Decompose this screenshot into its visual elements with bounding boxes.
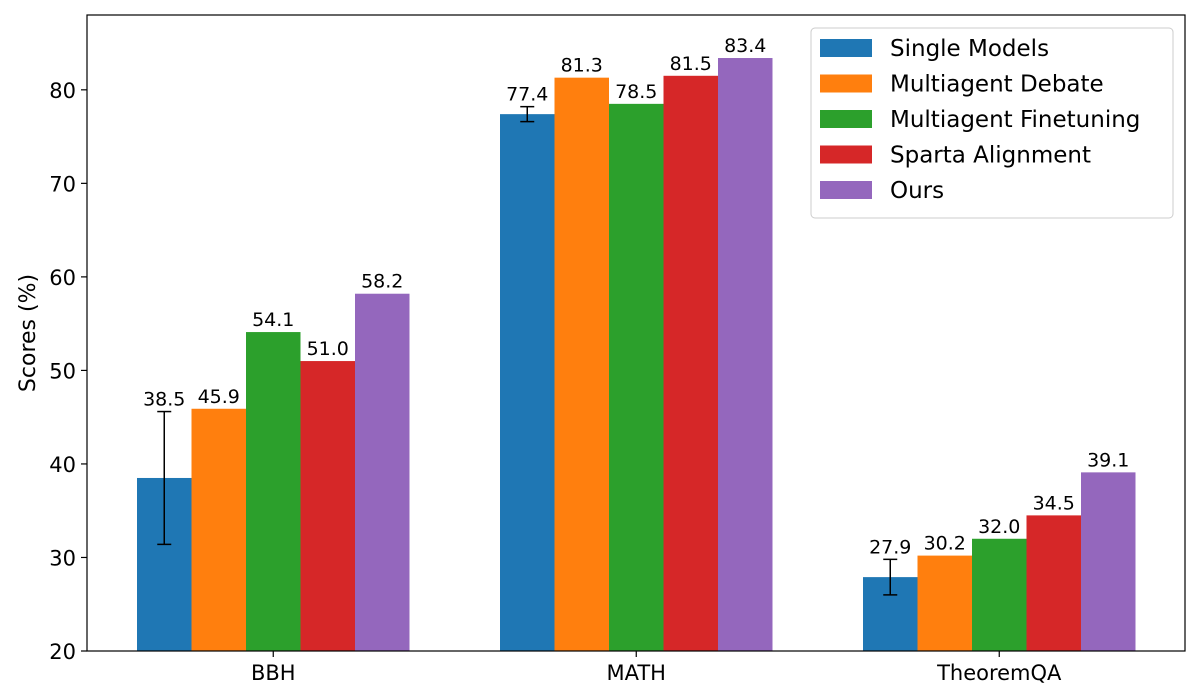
axes-group: 20 30 40 50 60 70 80 BBH MATH TheoremQA (49, 14, 1186, 685)
data-label: 39.1 (1087, 449, 1129, 471)
legend-label: Sparta Alignment (890, 143, 1091, 169)
legend-swatch (820, 39, 872, 57)
x-tick-label: BBH (251, 661, 296, 685)
legend-item: Single Models (820, 36, 1049, 62)
bar-theoremqa-multiagent-debate (917, 555, 972, 651)
y-tick-label: 80 (49, 79, 76, 103)
data-label: 51.0 (307, 338, 349, 360)
bar-theoremqa-multiagent-finetuning (972, 538, 1027, 651)
data-label: 45.9 (198, 386, 240, 408)
y-axis-title: Scores (%) (16, 274, 41, 392)
bar-bbh-multiagent-finetuning (246, 332, 301, 651)
data-label: 34.5 (1033, 492, 1075, 514)
legend-box (810, 27, 1174, 219)
legend-swatch (820, 145, 872, 164)
y-tick-label: 30 (49, 546, 76, 570)
legend: Single Models Multiagent Debate Multiagent… (810, 27, 1174, 219)
bar-bbh-multiagent-debate (191, 408, 246, 651)
x-tick-label: MATH (607, 661, 666, 685)
data-label: 81.5 (670, 53, 712, 75)
legend-label: Single Models (890, 36, 1049, 62)
legend-swatch (820, 110, 872, 128)
data-label: 30.2 (924, 533, 966, 555)
bar-math-multiagent-finetuning (609, 103, 664, 651)
legend-label: Multiagent Debate (890, 72, 1104, 98)
data-label: 54.1 (252, 309, 294, 331)
y-tick-label: 70 (49, 172, 76, 196)
legend-item: Ours (820, 178, 944, 204)
legend-label: Multiagent Finetuning (890, 107, 1140, 133)
legend-label: Ours (890, 178, 944, 204)
bar-math-sparta-alignment (663, 75, 718, 651)
bar-theoremqa-ours (1081, 472, 1136, 651)
legend-swatch (820, 74, 872, 93)
bar-theoremqa-sparta-alignment (1026, 515, 1081, 651)
error-bar (157, 410, 172, 546)
data-label: 81.3 (561, 55, 603, 77)
error-bars-group (157, 105, 898, 596)
data-label: 83.4 (724, 35, 766, 57)
bar-bbh-sparta-alignment (300, 361, 355, 651)
bar-math-single-models (500, 114, 555, 651)
legend-item: Multiagent Debate (820, 72, 1104, 98)
y-tick-label: 50 (49, 359, 76, 383)
data-label: 77.4 (506, 84, 548, 106)
data-label: 32.0 (978, 516, 1020, 538)
data-label: 27.9 (869, 536, 911, 558)
x-tick-label: TheoremQA (936, 661, 1062, 685)
legend-item: Multiagent Finetuning (820, 107, 1140, 133)
bar-math-multiagent-debate (554, 77, 609, 652)
data-label: 38.5 (143, 389, 185, 411)
bar-bbh-ours (355, 293, 410, 651)
bar-math-ours (718, 58, 773, 651)
data-label: 58.2 (361, 271, 403, 293)
bars-group (137, 58, 1136, 652)
error-bar (883, 558, 898, 596)
data-labels-group: 38.5 77.4 27.9 45.9 81.3 30.2 54.1 78.5 32.0 51.0… (143, 35, 1129, 558)
legend-item: Sparta Alignment (820, 143, 1091, 169)
y-tick-label: 40 (49, 453, 76, 477)
y-tick-label: 20 (49, 640, 76, 664)
error-bar (520, 105, 535, 123)
legend-swatch (820, 181, 872, 199)
data-label: 78.5 (615, 81, 657, 103)
y-tick-label: 60 (49, 266, 76, 290)
